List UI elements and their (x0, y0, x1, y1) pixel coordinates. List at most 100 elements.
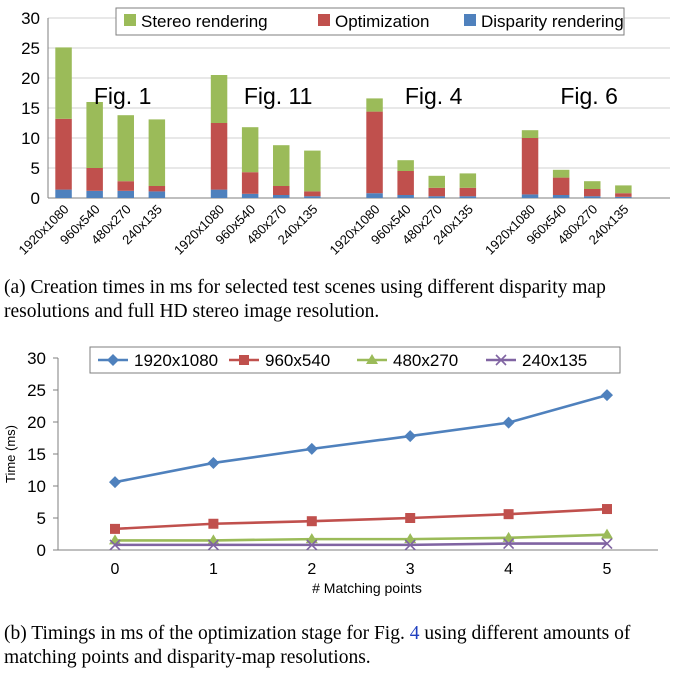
caption-a-label: (a) (4, 277, 26, 298)
bar-stereo-rendering (210, 75, 228, 123)
x-tick-label: 2 (307, 561, 316, 578)
bar-optimization (55, 118, 72, 190)
y-axis-title: Time (ms) (3, 425, 18, 483)
line-chart: 0 5 10 15 20 25 30 0 1 2 3 4 5 # Matching points Time … (3, 346, 658, 596)
x-tick-label: 0 (111, 561, 120, 578)
series-960x540 (110, 504, 612, 534)
legend: 1920x1080 960x540 480x270 240x135 (89, 346, 621, 374)
y-tick-label: 5 (31, 159, 40, 178)
marker-x (404, 539, 416, 551)
x-tick-label: 4 (504, 561, 513, 578)
y-tick-label: 30 (27, 349, 46, 368)
bar-disparity-rendering (117, 190, 134, 198)
bar-disparity-rendering (304, 196, 321, 198)
legend-label: 480x270 (393, 351, 458, 370)
caption-b-figure-link[interactable]: 4 (409, 623, 420, 644)
bar-disparity-rendering (210, 189, 228, 198)
bar-stereo-rendering (241, 127, 259, 173)
x-tick-label: 5 (603, 561, 612, 578)
bar-disparity-rendering (397, 195, 414, 198)
marker-x (503, 538, 515, 550)
bar-stereo-rendering (584, 181, 601, 189)
caption-a: (a) Creation times in ms for selected te… (4, 276, 678, 324)
y-tick-label: 0 (31, 189, 40, 208)
bar-stereo-rendering (552, 169, 570, 178)
marker-x (306, 539, 318, 551)
bar-disparity-rendering (273, 195, 290, 198)
bar-stereo-rendering (366, 98, 383, 112)
marker-square (503, 509, 514, 520)
marker-square (405, 513, 416, 523)
marker-x (495, 354, 507, 366)
stacked-bar-chart: 0510152025301920x1080960x540480x270240x1… (16, 7, 670, 258)
group-label: Fig. 4 (405, 83, 463, 109)
bar-optimization (521, 138, 539, 195)
group-label: Fig. 1 (94, 83, 152, 109)
series-240x135 (109, 538, 613, 551)
caption-b: (b) Timings in ms of the optimization st… (4, 622, 678, 670)
bar-stereo-rendering (521, 130, 539, 138)
marker-x (207, 539, 219, 551)
y-tick-label: 25 (27, 381, 46, 400)
y-tick-label: 15 (27, 445, 46, 464)
bar-optimization (148, 186, 166, 192)
bar-stereo-rendering (86, 102, 103, 168)
marker-triangle (502, 531, 515, 542)
caption-b-text-after: using different amounts of matching poin… (4, 623, 631, 668)
bar-optimization (459, 187, 477, 197)
bar-disparity-rendering (86, 190, 103, 198)
legend-label: 240x135 (522, 351, 587, 370)
caption-b-label: (b) (4, 623, 27, 644)
marker-diamond (404, 430, 417, 443)
bar-disparity-rendering (428, 196, 445, 198)
bar-stereo-rendering (148, 119, 166, 186)
marker-diamond (107, 354, 119, 366)
x-axis-title: # Matching points (312, 580, 422, 596)
y-tick-label: 0 (37, 541, 46, 560)
caption-b-text-before: Timings in ms of the optimization stage … (31, 623, 405, 644)
y-tick-label: 25 (21, 39, 40, 58)
bar-disparity-rendering (459, 196, 477, 198)
marker-square (110, 523, 120, 534)
series-line (114, 507, 608, 531)
bar-disparity-rendering (148, 191, 166, 198)
legend-swatch (464, 14, 476, 26)
bar-optimization (428, 187, 445, 197)
legend-label: Stereo rendering (141, 12, 268, 31)
marker-diamond (305, 442, 318, 455)
bar-optimization (584, 189, 601, 197)
series-line (115, 542, 607, 547)
series-480x270 (109, 528, 613, 545)
marker-diamond (109, 476, 121, 489)
legend: Stereo rendering Optimization Disparity re… (115, 7, 625, 36)
bar-stereo-rendering (615, 185, 632, 194)
marker-x (601, 538, 613, 550)
bar-disparity-rendering (366, 193, 383, 198)
bar-disparity-rendering (55, 189, 72, 198)
marker-square (239, 355, 249, 365)
bar-optimization (241, 172, 259, 194)
legend-swatch (124, 14, 136, 26)
y-tick-label: 10 (27, 477, 46, 496)
marker-triangle (404, 533, 417, 544)
x-tick-label: 1 (209, 561, 218, 578)
marker-square (208, 518, 219, 529)
bar-optimization (210, 123, 228, 190)
bar-stereo-rendering (273, 145, 290, 186)
marker-diamond (207, 456, 220, 469)
bar-optimization (366, 111, 383, 194)
bar-disparity-rendering (241, 193, 259, 198)
y-tick-label: 30 (21, 9, 40, 28)
marker-triangle (601, 528, 613, 539)
legend-box (115, 7, 625, 36)
series-1920x1080 (109, 389, 613, 489)
bar-disparity-rendering (552, 195, 570, 198)
marker-x (109, 539, 121, 551)
bar-stereo-rendering (55, 47, 72, 119)
caption-a-text: Creation times in ms for selected test s… (4, 277, 606, 322)
legend-label: Optimization (335, 12, 429, 31)
y-tick-label: 20 (21, 69, 40, 88)
bar-optimization (304, 191, 321, 197)
x-tick-label: 3 (406, 561, 415, 578)
legend-label: 1920x1080 (134, 351, 218, 370)
